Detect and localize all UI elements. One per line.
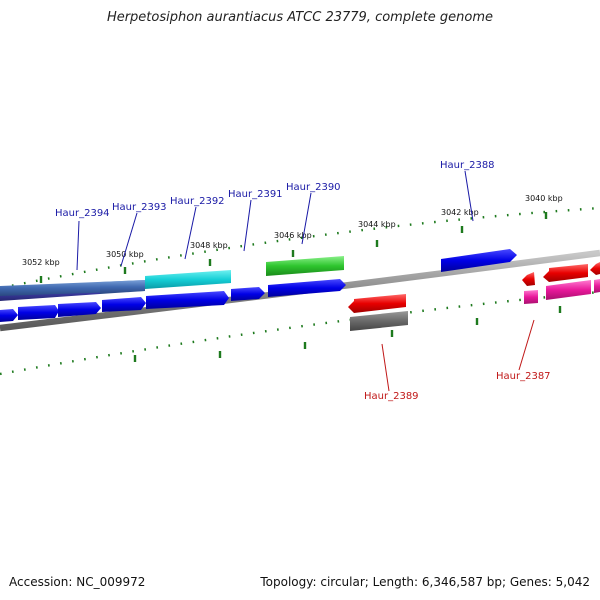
- lower-major-ticks: [133, 306, 562, 362]
- kbp-label-3048: 3048 kbp: [190, 241, 228, 250]
- label-haur-2388[interactable]: Haur_2388: [440, 160, 495, 171]
- kbp-label-3052: 3052 kbp: [22, 258, 60, 267]
- gene-haur-2390[interactable]: [266, 256, 344, 276]
- genome-summary-text: Topology: circular; Length: 6,346,587 bp…: [260, 575, 590, 589]
- label-haur-2389[interactable]: Haur_2389: [364, 391, 419, 402]
- gene-haur-2388[interactable]: [441, 249, 517, 272]
- gene-haur-2392[interactable]: [145, 270, 231, 289]
- gene-block-a[interactable]: [0, 309, 18, 322]
- accession-text: Accession: NC_009972: [9, 575, 146, 589]
- gene-block-d[interactable]: [102, 297, 146, 312]
- gene-block-red-right[interactable]: [543, 264, 588, 282]
- forward-strand-inner: [0, 279, 346, 322]
- forward-leader-lines: [76, 170, 474, 271]
- gene-block-gray[interactable]: [350, 311, 408, 331]
- map-title: Herpetosiphon aurantiacus ATCC 23779, co…: [106, 10, 494, 25]
- label-haur-2394[interactable]: Haur_2394: [55, 208, 110, 219]
- label-haur-2387[interactable]: Haur_2387: [496, 371, 551, 382]
- gene-block-f[interactable]: [268, 279, 346, 297]
- gene-block-c[interactable]: [58, 302, 101, 317]
- gene-block-steel-mid[interactable]: [100, 280, 145, 294]
- label-haur-2393[interactable]: Haur_2393: [112, 202, 167, 213]
- kbp-label-3044: 3044 kbp: [358, 220, 396, 229]
- gene-haur-2387[interactable]: [524, 290, 538, 304]
- kbp-label-3042: 3042 kbp: [441, 208, 479, 217]
- forward-strand-outer: [0, 249, 517, 301]
- kbp-label-3046: 3046 kbp: [274, 231, 312, 240]
- gene-haur-2389[interactable]: [348, 294, 406, 313]
- label-haur-2391[interactable]: Haur_2391: [228, 189, 283, 200]
- reverse-leader-lines: [381, 319, 535, 392]
- reverse-strand: [348, 262, 600, 331]
- gene-block-red-edge[interactable]: [590, 262, 600, 275]
- gene-block-red-small[interactable]: [522, 272, 535, 286]
- gene-block-pink-right[interactable]: [546, 280, 591, 300]
- gene-block-pink-edge[interactable]: [594, 279, 600, 293]
- gene-block-b[interactable]: [18, 305, 59, 320]
- gene-block-e[interactable]: [146, 291, 229, 309]
- upper-major-ticks: [39, 212, 548, 283]
- label-haur-2392[interactable]: Haur_2392: [170, 196, 225, 207]
- kbp-label-3040: 3040 kbp: [525, 194, 563, 203]
- label-haur-2390[interactable]: Haur_2390: [286, 182, 341, 193]
- upper-tick-track: [0, 206, 600, 290]
- gene-haur-2391[interactable]: [231, 287, 265, 301]
